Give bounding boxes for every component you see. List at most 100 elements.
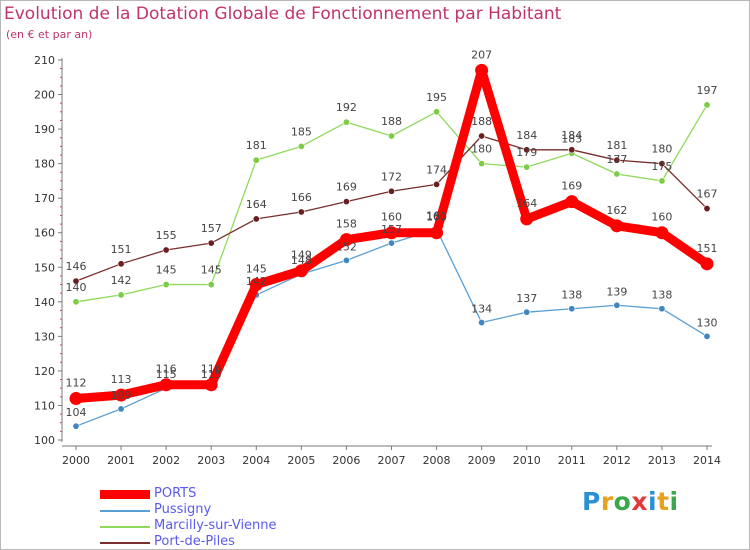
data-point-pussigny — [117, 405, 125, 413]
data-label-ports: 162 — [606, 204, 627, 217]
series-line-pussigny — [75, 228, 708, 427]
x-tick-label: 2012 — [603, 454, 631, 467]
y-tick-label: 150 — [34, 261, 55, 274]
data-point-ports — [339, 233, 353, 247]
data-point-pussigny — [478, 319, 486, 327]
data-label-marcilly-sur-vienne: 185 — [291, 125, 312, 138]
legend-item: Marcilly-sur-Vienne — [100, 518, 360, 534]
data-point-marcilly-sur-vienne — [342, 118, 350, 126]
data-label-ports: 158 — [336, 218, 357, 231]
data-point-pussigny — [342, 256, 350, 264]
data-label-marcilly-sur-vienne: 192 — [336, 101, 357, 114]
legend-swatch — [100, 526, 150, 528]
data-point-pussigny — [613, 301, 621, 309]
data-label-marcilly-sur-vienne: 183 — [561, 132, 582, 145]
data-label-pussigny: 138 — [561, 289, 582, 302]
legend-label: PORTS — [154, 486, 197, 501]
data-label-marcilly-sur-vienne: 177 — [606, 153, 627, 166]
data-label-pussigny: 115 — [156, 368, 177, 381]
y-tick-label: 190 — [34, 123, 55, 136]
y-tick-label: 120 — [34, 365, 55, 378]
data-label-ports: 207 — [471, 48, 492, 61]
data-point-port-de-piles — [658, 160, 666, 168]
legend-item: Pussigny — [100, 502, 360, 518]
proxiti-logo: Proxiti — [582, 487, 679, 516]
data-label-pussigny: 134 — [471, 303, 492, 316]
data-label-pussigny: 142 — [246, 275, 267, 288]
logo-letter: o — [613, 487, 632, 516]
data-point-pussigny — [703, 332, 711, 340]
data-point-marcilly-sur-vienne — [523, 163, 531, 171]
data-point-port-de-piles — [252, 215, 260, 223]
data-label-pussigny: 138 — [651, 289, 672, 302]
legend-swatch — [100, 542, 150, 544]
data-point-ports — [204, 378, 218, 392]
data-point-ports — [655, 226, 669, 240]
data-point-port-de-piles — [207, 239, 215, 247]
data-label-pussigny: 152 — [336, 240, 357, 253]
data-label-port-de-piles: 169 — [336, 181, 357, 194]
data-label-port-de-piles: 166 — [291, 191, 312, 204]
y-tick-label: 110 — [34, 399, 55, 412]
legend-label: Pussigny — [154, 502, 212, 517]
y-tick-label: 210 — [34, 54, 55, 67]
chart-svg: 100 110 120 130 140 150 160 170 180 190 200 210 2000… — [34, 48, 721, 467]
data-label-ports: 151 — [697, 242, 718, 255]
logo-letter: t — [657, 487, 670, 516]
legend-swatch — [100, 510, 150, 512]
data-label-ports: 160 — [381, 211, 402, 224]
data-point-port-de-piles — [297, 208, 305, 216]
x-tick-label: 2013 — [648, 454, 676, 467]
x-tick-label: 2008 — [423, 454, 451, 467]
data-point-port-de-piles — [478, 132, 486, 140]
x-tick-label: 2009 — [468, 454, 496, 467]
data-label-port-de-piles: 181 — [606, 139, 627, 152]
data-point-ports — [520, 212, 534, 226]
data-point-ports — [700, 257, 714, 271]
data-label-pussigny: 115 — [201, 368, 222, 381]
data-label-ports: 164 — [516, 197, 537, 210]
data-point-marcilly-sur-vienne — [613, 170, 621, 178]
data-point-ports — [385, 226, 398, 240]
data-label-ports: 149 — [291, 249, 312, 262]
data-label-ports: 113 — [111, 373, 132, 386]
data-point-marcilly-sur-vienne — [297, 142, 305, 150]
data-point-port-de-piles — [342, 198, 350, 206]
data-point-pussigny — [387, 239, 395, 247]
legend-label: Port-de-Piles — [154, 534, 235, 549]
data-label-port-de-piles: 180 — [651, 143, 672, 156]
data-label-ports: 116 — [201, 363, 222, 376]
data-label-marcilly-sur-vienne: 180 — [471, 143, 492, 156]
data-label-marcilly-sur-vienne: 179 — [516, 146, 537, 159]
data-point-ports — [69, 392, 83, 406]
x-tick-label: 2014 — [693, 454, 721, 467]
x-tick-label: 2011 — [558, 454, 586, 467]
data-label-marcilly-sur-vienne: 140 — [66, 281, 87, 294]
data-label-port-de-piles: 172 — [381, 170, 402, 183]
data-label-port-de-piles: 184 — [516, 129, 537, 142]
y-tick-label: 140 — [34, 296, 55, 309]
data-point-pussigny — [658, 305, 666, 313]
x-tick-label: 2000 — [62, 454, 90, 467]
logo-letter: r — [600, 487, 614, 516]
data-label-ports: 169 — [561, 180, 582, 193]
data-point-marcilly-sur-vienne — [658, 177, 666, 185]
data-label-port-de-piles: 174 — [426, 163, 447, 176]
data-label-marcilly-sur-vienne: 197 — [697, 84, 718, 97]
data-point-port-de-piles — [523, 146, 531, 154]
data-label-port-de-piles: 167 — [697, 188, 718, 201]
data-label-pussigny: 104 — [66, 406, 87, 419]
x-tick-label: 2010 — [513, 454, 541, 467]
data-point-marcilly-sur-vienne — [72, 298, 80, 306]
legend-item: Port-de-Piles — [100, 534, 360, 550]
logo-letter: i — [669, 487, 679, 516]
data-label-marcilly-sur-vienne: 145 — [201, 264, 222, 277]
data-point-marcilly-sur-vienne — [162, 281, 170, 289]
data-point-marcilly-sur-vienne — [478, 160, 486, 168]
data-point-port-de-piles — [117, 260, 125, 268]
data-point-marcilly-sur-vienne — [207, 281, 215, 289]
data-point-marcilly-sur-vienne — [703, 101, 711, 109]
data-label-pussigny: 137 — [516, 292, 537, 305]
data-point-port-de-piles — [433, 180, 441, 188]
